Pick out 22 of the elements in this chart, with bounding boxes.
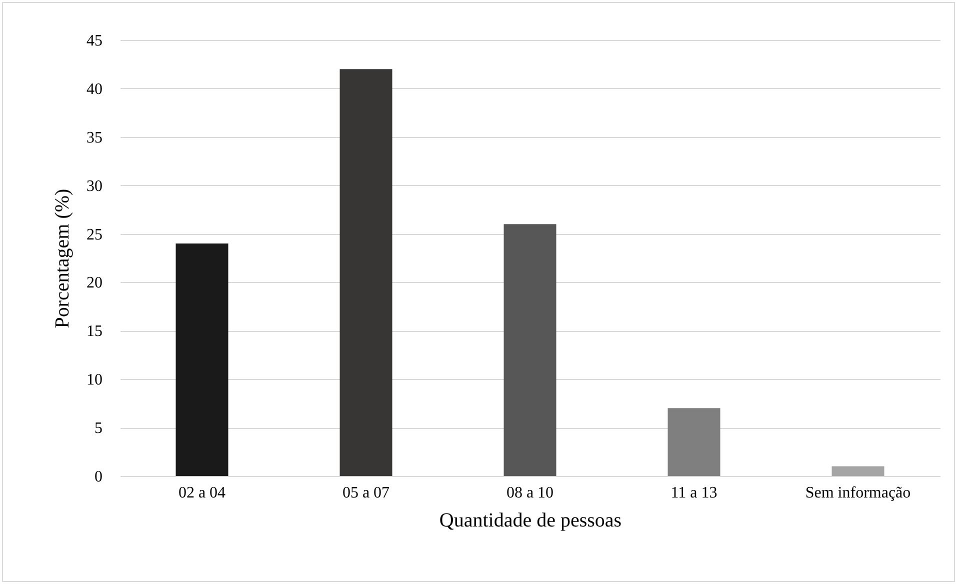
bar [340, 69, 392, 476]
y-tick-label: 25 [86, 226, 102, 244]
y-tick-label: 30 [86, 178, 102, 195]
y-tick-label: 35 [86, 129, 102, 146]
bar [176, 243, 228, 476]
x-tick-label: 08 a 10 [506, 484, 554, 502]
x-axis-title: Quantidade de pessoas [439, 510, 622, 532]
y-tick-label: 40 [86, 80, 102, 98]
y-tick-label: 15 [86, 323, 102, 340]
bar [832, 466, 884, 476]
y-tick-label: 20 [86, 274, 102, 292]
y-tick-label: 45 [86, 32, 102, 50]
x-tick-label: Sem informação [805, 484, 911, 502]
x-tick-label: 05 a 07 [342, 484, 390, 502]
y-tick-label: 5 [94, 420, 102, 438]
y-tick-label: 10 [86, 372, 102, 389]
bar [504, 224, 556, 476]
y-axis-title: Porcentagem (%) [52, 188, 74, 328]
x-tick-label: 02 a 04 [178, 484, 226, 502]
x-tick-label: 11 a 13 [670, 484, 718, 502]
bar [668, 408, 720, 476]
y-tick-label: 0 [94, 468, 102, 486]
